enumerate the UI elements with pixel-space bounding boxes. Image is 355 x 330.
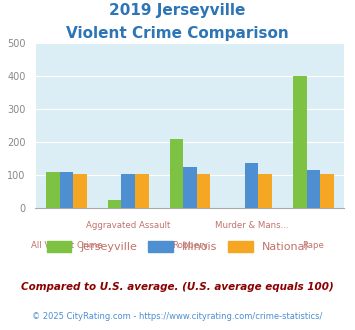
Text: 2019 Jerseyville: 2019 Jerseyville — [109, 3, 246, 18]
Legend: Jerseyville, Illinois, National: Jerseyville, Illinois, National — [43, 237, 312, 257]
Bar — [170, 139, 183, 208]
Bar — [258, 174, 272, 208]
Text: Aggravated Assault: Aggravated Assault — [86, 221, 170, 230]
Bar — [320, 174, 334, 208]
Bar — [46, 172, 60, 208]
Text: Compared to U.S. average. (U.S. average equals 100): Compared to U.S. average. (U.S. average … — [21, 282, 334, 292]
Text: Rape: Rape — [302, 241, 324, 250]
Bar — [60, 172, 73, 208]
Bar — [197, 174, 210, 208]
Text: © 2025 CityRating.com - https://www.cityrating.com/crime-statistics/: © 2025 CityRating.com - https://www.city… — [32, 312, 323, 321]
Text: Murder & Mans...: Murder & Mans... — [215, 221, 289, 230]
Bar — [135, 174, 148, 208]
Text: Violent Crime Comparison: Violent Crime Comparison — [66, 26, 289, 41]
Bar — [307, 170, 320, 208]
Bar — [245, 163, 258, 208]
Bar — [73, 174, 87, 208]
Bar — [183, 167, 197, 208]
Text: Robbery: Robbery — [172, 241, 208, 250]
Bar — [121, 174, 135, 208]
Bar — [108, 200, 121, 208]
Text: All Violent Crime: All Violent Crime — [31, 241, 102, 250]
Bar — [293, 76, 307, 208]
